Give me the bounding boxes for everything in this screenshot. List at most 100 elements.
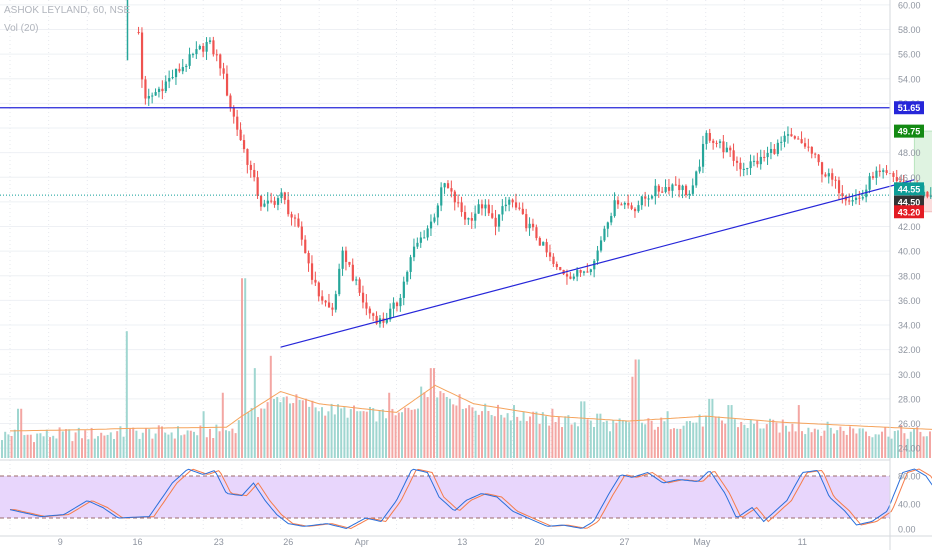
volume-bar (890, 438, 893, 458)
volume-bar (189, 430, 192, 458)
candle-body (848, 200, 851, 202)
candle-body (929, 195, 932, 197)
volume-bar (241, 278, 243, 458)
candle-body (191, 54, 195, 56)
volume-bar (858, 428, 861, 458)
volume-legend[interactable]: Vol (20) (4, 23, 39, 34)
volume-bar (205, 437, 208, 458)
volume-bar (151, 438, 154, 458)
volume-bar (855, 433, 858, 458)
volume-bar (893, 431, 896, 458)
y-tick-label: 42.00 (898, 222, 921, 232)
candle-body (263, 203, 266, 207)
volume-bar (817, 429, 819, 458)
candle-body (834, 179, 837, 181)
volume-bar (273, 398, 275, 458)
candle-body (603, 228, 606, 241)
volume-bar (797, 405, 800, 458)
candle-body (878, 170, 881, 172)
candle-body (416, 242, 419, 247)
volume-bar (778, 432, 781, 458)
volume-bar (913, 428, 915, 458)
candle-body (501, 206, 504, 215)
candle-body (256, 177, 259, 196)
candle-body (178, 68, 181, 72)
candle-body (480, 204, 484, 209)
volume-bar (749, 419, 752, 458)
y-tick-label: 34.00 (898, 321, 921, 331)
candle-body (691, 185, 694, 194)
candle-body (640, 196, 643, 206)
volume-bar (228, 431, 231, 458)
volume-bar (391, 408, 394, 458)
candle-body (440, 187, 443, 206)
candle-body (406, 271, 409, 282)
volume-bar (173, 438, 176, 458)
volume-bar (237, 420, 240, 458)
candle-body (259, 195, 263, 207)
volume-bar (433, 368, 435, 458)
volume-bar (481, 411, 483, 458)
symbol-legend[interactable]: ASHOK LEYLAND, 60, NSE (4, 5, 131, 16)
volume-bar (676, 428, 679, 458)
volume-bar (145, 428, 147, 458)
candle-body (266, 200, 269, 204)
candle-body (436, 205, 439, 218)
volume-bar (628, 422, 631, 458)
volume-bar (442, 393, 445, 458)
volume-bar (829, 427, 832, 458)
volume-bar (279, 402, 282, 458)
volume-bar (538, 423, 541, 458)
candle-body (232, 107, 235, 117)
volume-bar (801, 431, 803, 458)
candle-body (355, 279, 358, 281)
y-tick-label: 24.00 (898, 444, 921, 454)
volume-bar (87, 439, 90, 458)
candle-body (831, 173, 834, 180)
candle-body (518, 207, 521, 209)
volume-bar (340, 408, 343, 458)
volume-bar (260, 408, 263, 458)
volume-bar (346, 417, 349, 458)
y-tick-label: 58.00 (898, 25, 921, 35)
volume-bar (90, 427, 93, 458)
volume-bar (100, 432, 103, 458)
volume-bar (557, 416, 560, 458)
volume-bar (74, 432, 77, 458)
volume-bar (807, 427, 810, 458)
volume-bar (295, 394, 298, 458)
volume-bar (493, 416, 496, 458)
candle-body (426, 228, 429, 238)
volume-bar (202, 411, 205, 458)
candle-body (776, 142, 779, 154)
candle-body (477, 204, 480, 214)
candle-body (793, 136, 796, 139)
volume-bar (503, 417, 506, 458)
volume-bar (625, 420, 627, 458)
candle-body (766, 152, 769, 158)
volume-bar (29, 434, 32, 458)
volume-bar (423, 392, 426, 458)
volume-bar (717, 416, 720, 458)
volume-bar (599, 413, 602, 458)
volume-bar (365, 411, 368, 458)
volume-bar (301, 400, 304, 458)
volume-bar (266, 402, 269, 458)
price-tag (894, 205, 924, 219)
volume-bar (605, 420, 608, 458)
volume-bar (180, 435, 183, 458)
volume-bar (221, 392, 224, 458)
volume-bar (615, 422, 618, 458)
volume-bar (167, 434, 170, 458)
volume-bar (465, 408, 467, 458)
candle-body (769, 148, 773, 153)
volume-bar (522, 411, 525, 458)
candle-body (494, 217, 497, 227)
volume-bar (929, 431, 931, 458)
candle-body (365, 302, 368, 309)
volume-bar (567, 415, 570, 458)
volume-bar (7, 434, 10, 458)
candle-body (484, 204, 487, 209)
candle-body (185, 65, 188, 68)
